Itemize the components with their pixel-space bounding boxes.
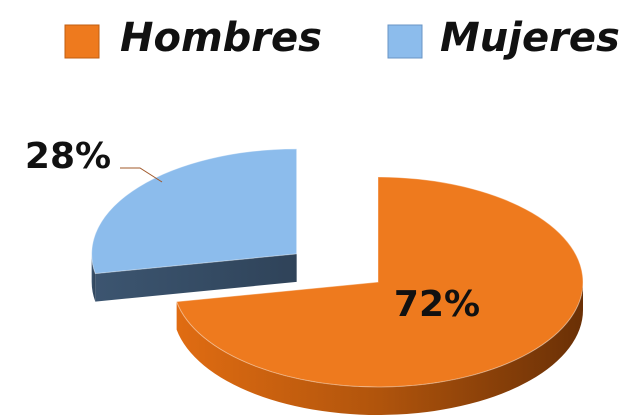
slice-side bbox=[176, 282, 584, 415]
leader-line bbox=[120, 167, 163, 183]
legend-swatch bbox=[64, 24, 100, 59]
slice bbox=[175, 176, 584, 388]
plot: 72% 28% bbox=[25, 136, 584, 415]
legend-swatch bbox=[387, 24, 423, 59]
slice bbox=[91, 148, 298, 275]
data-label: 28% bbox=[25, 136, 111, 177]
data-label: 72% bbox=[394, 284, 480, 325]
legend: Hombres Mujeres bbox=[64, 15, 620, 61]
slice-side bbox=[95, 253, 297, 302]
legend-label: Mujeres bbox=[440, 15, 620, 61]
legend-label: Hombres bbox=[120, 15, 322, 61]
slice-side bbox=[91, 253, 96, 302]
